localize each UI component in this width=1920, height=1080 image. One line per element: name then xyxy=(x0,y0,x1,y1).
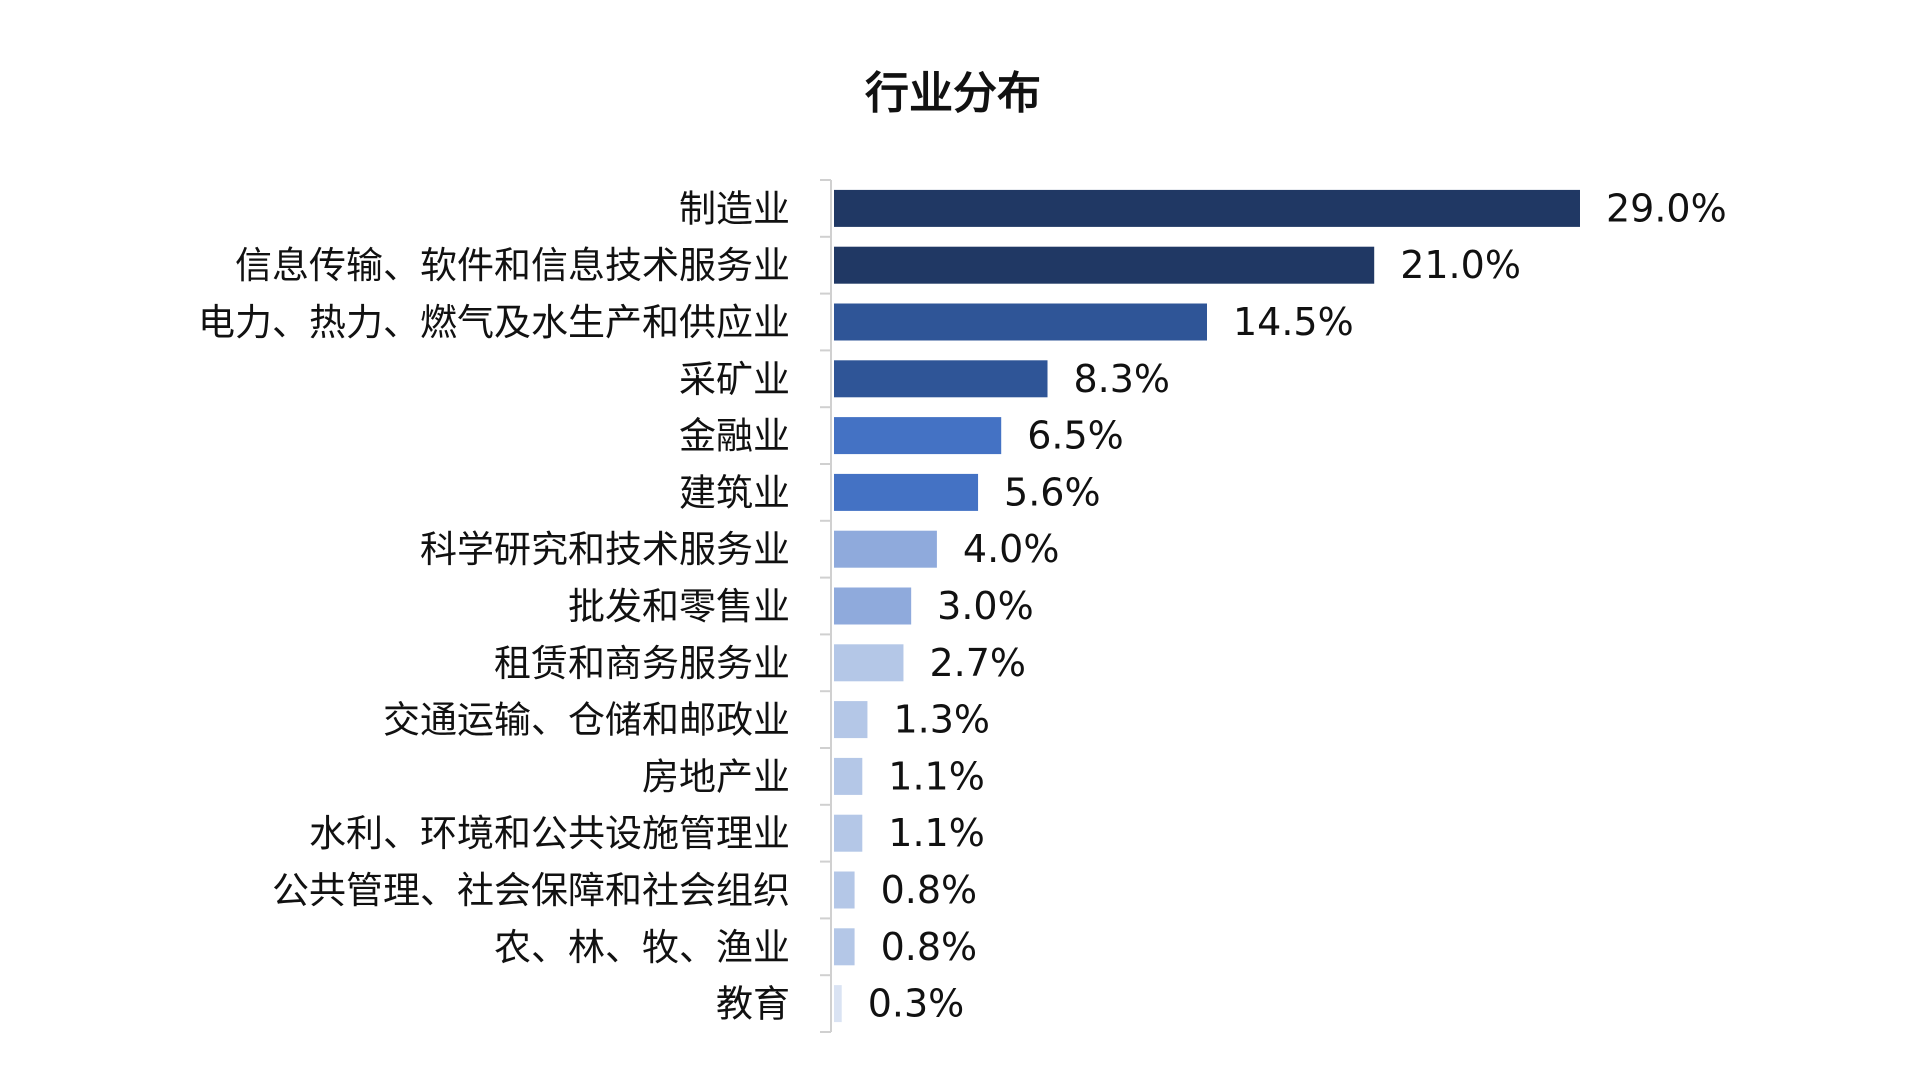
value-label: 1.3% xyxy=(893,698,990,742)
value-label: 0.8% xyxy=(881,925,978,969)
category-label: 采矿业 xyxy=(679,358,790,401)
category-label: 农、林、牧、渔业 xyxy=(494,926,790,969)
value-label: 29.0% xyxy=(1606,186,1727,230)
bar xyxy=(834,644,904,682)
value-label: 8.3% xyxy=(1074,357,1171,401)
category-label: 租赁和商务服务业 xyxy=(494,642,790,685)
value-label: 0.8% xyxy=(881,868,978,912)
bar xyxy=(834,928,855,966)
value-label: 21.0% xyxy=(1400,243,1521,287)
category-label: 批发和零售业 xyxy=(568,585,790,628)
bar xyxy=(834,303,1207,341)
bar xyxy=(834,757,863,795)
bar xyxy=(834,189,1580,227)
bar xyxy=(834,985,842,1023)
value-label: 6.5% xyxy=(1027,414,1124,458)
category-label: 建筑业 xyxy=(679,471,790,514)
category-label: 制造业 xyxy=(679,187,790,230)
bar xyxy=(834,587,912,625)
value-label: 14.5% xyxy=(1233,300,1354,344)
category-label: 科学研究和技术服务业 xyxy=(420,528,790,571)
category-label: 电力、热力、燃气及水生产和供应业 xyxy=(198,301,790,344)
value-label: 1.1% xyxy=(888,811,985,855)
bar xyxy=(834,473,979,511)
category-label: 教育 xyxy=(716,983,790,1026)
bar xyxy=(834,814,863,852)
value-label: 0.3% xyxy=(868,982,965,1026)
category-label: 信息传输、软件和信息技术服务业 xyxy=(235,244,790,287)
bar xyxy=(834,871,855,909)
category-label: 水利、环境和公共设施管理业 xyxy=(309,812,790,855)
category-label: 金融业 xyxy=(679,415,790,458)
value-label: 3.0% xyxy=(937,584,1034,628)
bar xyxy=(834,246,1375,284)
bar xyxy=(834,417,1002,455)
category-label: 房地产业 xyxy=(642,755,790,798)
chart-title: 行业分布 xyxy=(865,68,1041,119)
bar xyxy=(834,701,868,739)
category-label: 交通运输、仓储和邮政业 xyxy=(383,699,790,742)
value-label: 4.0% xyxy=(963,527,1060,571)
value-label: 5.6% xyxy=(1004,470,1101,514)
value-label: 1.1% xyxy=(888,754,985,798)
value-label: 2.7% xyxy=(929,641,1026,685)
bar xyxy=(834,360,1048,398)
category-label: 公共管理、社会保障和社会组织 xyxy=(272,869,790,912)
bar xyxy=(834,530,937,568)
